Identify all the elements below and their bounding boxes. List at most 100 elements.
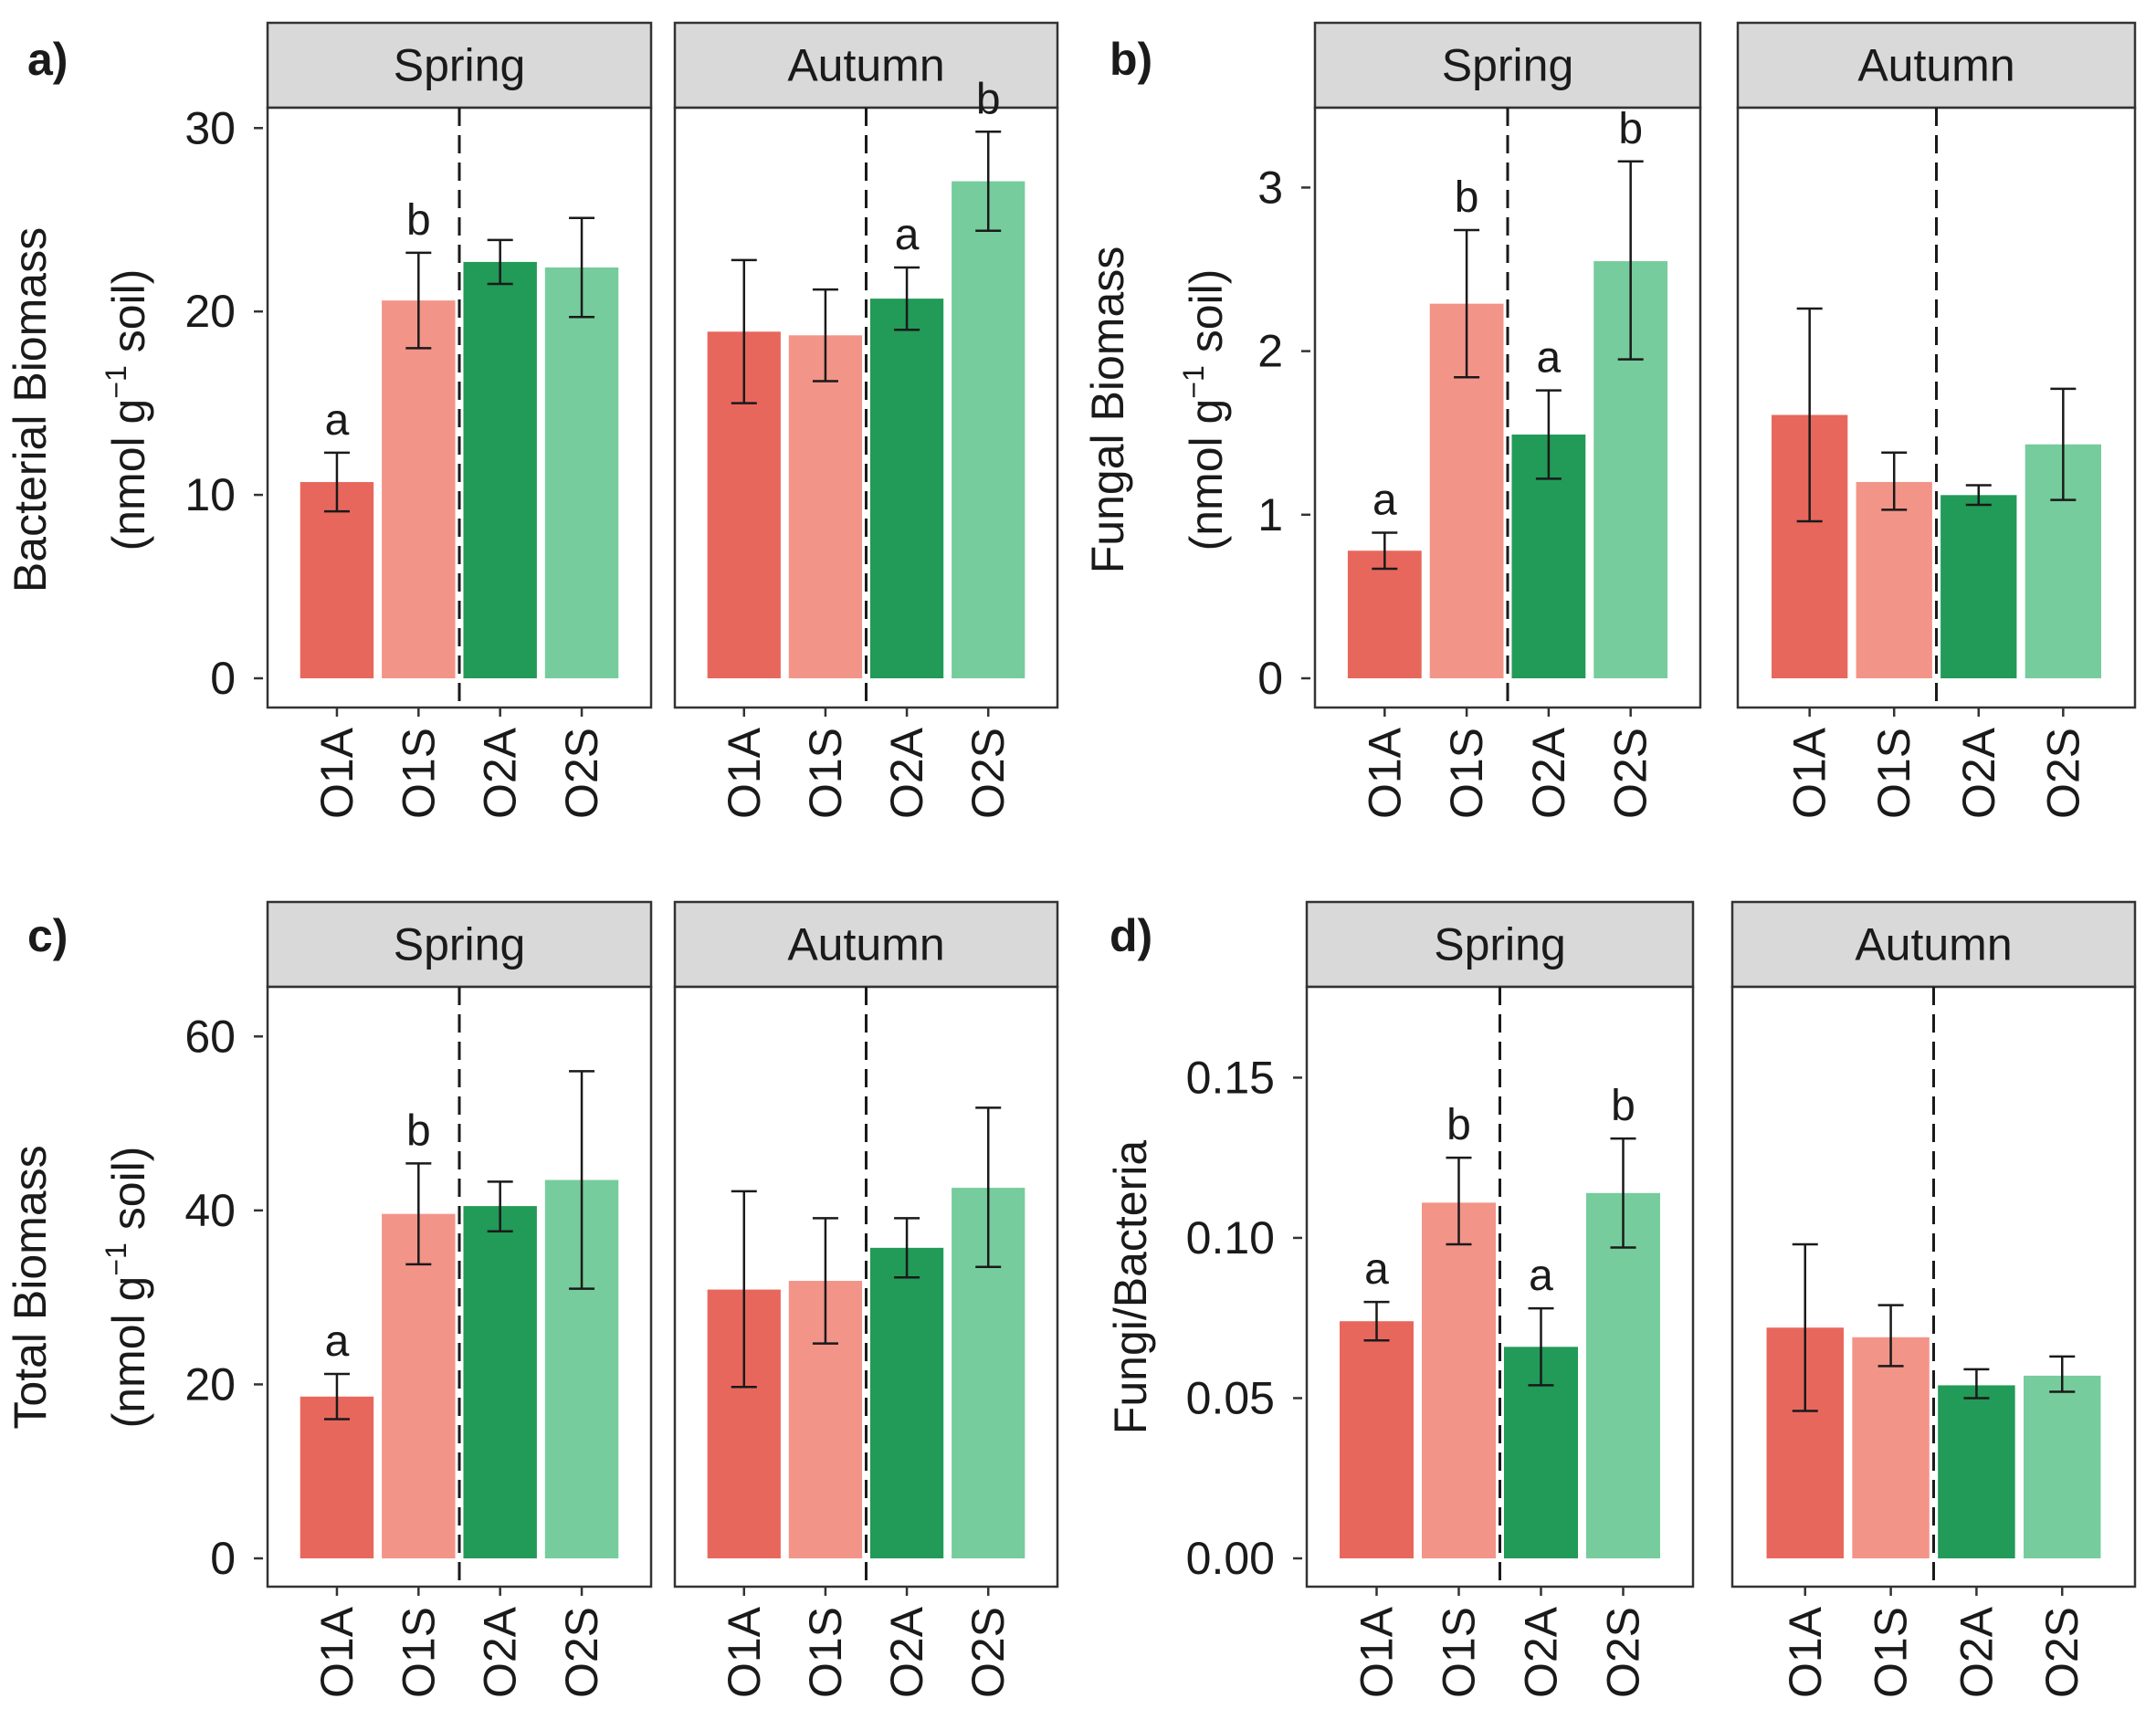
error-bar bbox=[1881, 451, 1908, 511]
x-tick-label: O2A bbox=[881, 1606, 932, 1698]
y-tick-label: 0 bbox=[210, 1533, 236, 1584]
significance-letter: b bbox=[1446, 1101, 1471, 1149]
error-bar bbox=[487, 1180, 513, 1232]
error-bar bbox=[569, 1070, 595, 1290]
panel-a: a) Bacterial Biomass (nmol g−1 soil) 0 10 20 3… bbox=[5, 21, 1059, 819]
error-bar bbox=[1446, 1156, 1472, 1246]
significance-letter: a bbox=[1529, 1252, 1553, 1300]
facet-strip bbox=[1730, 900, 2137, 989]
x-tick-label: O1S bbox=[1868, 728, 1919, 819]
bar-o1s bbox=[1852, 1337, 1930, 1558]
error-bar bbox=[2049, 1355, 2076, 1393]
error-bar bbox=[323, 451, 350, 513]
error-bar bbox=[731, 1190, 757, 1389]
x-tick-label: O1S bbox=[800, 728, 851, 819]
x-tick-label: O1A bbox=[719, 1606, 770, 1698]
panel-letter: a) bbox=[27, 34, 68, 85]
error-bar bbox=[1363, 1300, 1390, 1342]
error-bar bbox=[894, 1217, 920, 1279]
error-bar bbox=[894, 266, 920, 331]
significance-letter: b bbox=[976, 75, 1001, 123]
significance-letter: a bbox=[1372, 477, 1397, 525]
error-bar bbox=[975, 131, 1002, 233]
facet-spring: Spring a O1A b O1S a O2A b O2S bbox=[1305, 900, 1695, 1698]
x-tick-label: O2S bbox=[2037, 728, 2088, 819]
facet-autumn: Autumn O1A O1S a O2A b O2S bbox=[673, 21, 1059, 819]
x-tick-label: O2S bbox=[556, 728, 607, 819]
facet-title: Spring bbox=[394, 919, 526, 970]
error-bar bbox=[1372, 531, 1398, 571]
facet-title: Spring bbox=[1442, 40, 1574, 91]
bar-o1a bbox=[1347, 550, 1422, 678]
error-bar bbox=[323, 1372, 350, 1421]
y-axis-units: (nmol g−1 soil) bbox=[100, 1147, 154, 1429]
facet-spring: Spring a O1A b O1S O2A O2S bbox=[266, 21, 653, 819]
error-bar bbox=[1454, 228, 1480, 379]
significance-letter: b bbox=[1611, 1082, 1635, 1130]
y-tick-label: 0 bbox=[210, 653, 236, 704]
x-tick-label: O2S bbox=[2036, 1607, 2088, 1698]
error-bar bbox=[731, 258, 757, 404]
y-axis-title: Total Biomass bbox=[5, 1145, 56, 1429]
significance-letter: b bbox=[406, 196, 431, 245]
y-tick-label: 0.10 bbox=[1186, 1212, 1275, 1263]
bar-o2a bbox=[463, 261, 537, 678]
x-tick-label: O2S bbox=[1605, 728, 1656, 819]
error-bar bbox=[1963, 1368, 1990, 1400]
significance-letter: a bbox=[325, 396, 350, 445]
significance-letter: b bbox=[1455, 173, 1479, 222]
x-tick-label: O1S bbox=[800, 1607, 851, 1698]
bar-o2s bbox=[2024, 1375, 2101, 1558]
x-tick-label: O2S bbox=[962, 728, 1014, 819]
bar-o1s bbox=[1856, 481, 1932, 678]
y-axis-title: Fungi/Bacteria bbox=[1105, 1140, 1156, 1435]
x-tick-label: O2S bbox=[1598, 1607, 1649, 1698]
error-bar bbox=[812, 1217, 838, 1345]
y-axis-units: (nmol g−1 soil) bbox=[1177, 269, 1232, 551]
bar-o2s bbox=[1586, 1192, 1660, 1558]
y-tick-label: 20 bbox=[184, 286, 236, 337]
x-tick-label: O1S bbox=[1866, 1607, 1917, 1698]
x-tick-label: O2A bbox=[1516, 1606, 1567, 1698]
error-bar bbox=[1528, 1306, 1554, 1387]
significance-letter: a bbox=[1364, 1245, 1389, 1294]
x-tick-label: O1A bbox=[311, 727, 363, 819]
y-tick-label: 10 bbox=[184, 469, 236, 520]
bar-o2s bbox=[952, 181, 1025, 678]
error-bar bbox=[812, 288, 838, 383]
panel-letter: b) bbox=[1110, 34, 1152, 85]
bar-o1a bbox=[300, 482, 374, 678]
panel-d: d) Fungi/Bacteria 0.00 0.05 0.10 0.15 Spring a O… bbox=[1105, 900, 2137, 1698]
facet-spring: Spring a O1A b O1S O2A O2S bbox=[266, 900, 653, 1698]
y-tick-label: 3 bbox=[1257, 162, 1283, 213]
bar-o2a bbox=[869, 1247, 944, 1558]
error-bar bbox=[975, 1106, 1002, 1269]
y-tick-label: 40 bbox=[184, 1185, 236, 1236]
error-bar bbox=[1877, 1304, 1904, 1368]
facet-title: Autumn bbox=[787, 40, 944, 91]
x-tick-label: O2A bbox=[881, 727, 932, 819]
error-bar bbox=[1610, 1137, 1636, 1249]
y-tick-label: 2 bbox=[1257, 326, 1283, 377]
x-tick-label: O1S bbox=[393, 728, 444, 819]
facet-strip bbox=[1313, 21, 1702, 110]
y-tick-label: 60 bbox=[184, 1011, 236, 1062]
significance-letter: a bbox=[325, 1317, 350, 1366]
y-axis-title: Bacterial Biomass bbox=[5, 227, 56, 592]
significance-letter: b bbox=[406, 1106, 431, 1155]
error-bar bbox=[569, 216, 595, 319]
y-axis-title: Fungal Biomass bbox=[1082, 246, 1133, 574]
y-tick-label: 30 bbox=[184, 102, 236, 153]
x-tick-label: O2A bbox=[1953, 727, 2004, 819]
facet-autumn: Autumn O1A O1S O2A O2S bbox=[673, 900, 1059, 1698]
x-tick-label: O2S bbox=[962, 1607, 1014, 1698]
bar-o2a bbox=[463, 1206, 537, 1558]
error-bar bbox=[405, 251, 432, 350]
y-tick-label: 0.05 bbox=[1186, 1372, 1275, 1423]
bar-o2a bbox=[869, 299, 944, 678]
x-tick-label: O1S bbox=[1441, 728, 1492, 819]
x-tick-label: O1A bbox=[1359, 727, 1410, 819]
significance-letter: a bbox=[1537, 334, 1562, 383]
x-tick-label: O1S bbox=[393, 1607, 444, 1698]
